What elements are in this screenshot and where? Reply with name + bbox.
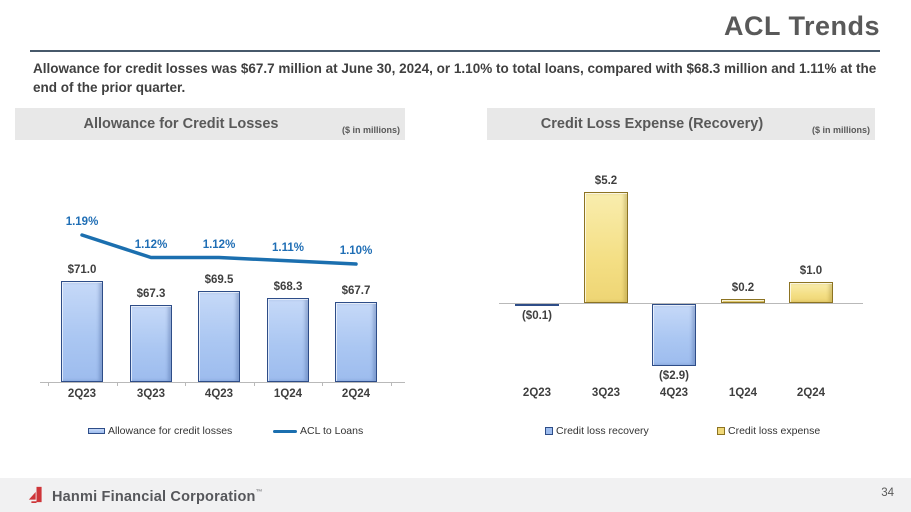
x-axis-label: 4Q23 xyxy=(204,388,234,400)
legend-item: Credit loss recovery xyxy=(545,424,649,438)
x-axis-label: 3Q23 xyxy=(136,388,166,400)
acl-to-loans-line xyxy=(80,233,358,266)
line-swatch-icon xyxy=(273,429,297,433)
legend-label: ACL to Loans xyxy=(300,425,364,437)
x-axis-tick xyxy=(254,382,255,386)
x-axis-tick xyxy=(391,382,392,386)
acl-ratio-label: 1.12% xyxy=(134,239,168,251)
expense-bar xyxy=(721,299,765,303)
x-axis-line xyxy=(40,382,405,383)
expense-swatch-icon xyxy=(717,427,725,435)
recovery-bar xyxy=(515,304,559,306)
credit-loss-bar-value: $5.2 xyxy=(594,175,618,187)
page-number: 34 xyxy=(881,487,894,499)
recovery-swatch-icon xyxy=(545,427,553,435)
title-divider xyxy=(30,50,880,52)
footer-bar: Hanmi Financial Corporation™ 34 xyxy=(0,478,911,512)
allowance-bar-value: $68.3 xyxy=(273,281,303,293)
x-axis-tick xyxy=(322,382,323,386)
footer-brand: Hanmi Financial Corporation™ xyxy=(28,485,263,509)
acl-ratio-label: 1.19% xyxy=(65,216,99,228)
zero-axis-line xyxy=(499,303,863,304)
credit-loss-bar-value: $1.0 xyxy=(799,265,823,277)
allowance-bar xyxy=(198,291,240,382)
recovery-bar xyxy=(652,304,696,366)
credit-loss-units-note: ($ in millions) xyxy=(811,125,870,135)
allowance-bar-value: $67.7 xyxy=(341,285,371,297)
x-axis-label: 2Q24 xyxy=(341,388,371,400)
acl-ratio-label: 1.11% xyxy=(272,242,304,254)
allowance-bar xyxy=(335,302,377,382)
allowance-chart-title: Allowance for Credit Losses xyxy=(83,116,279,132)
legend-label: Credit loss recovery xyxy=(556,425,649,437)
allowance-bar-value: $67.3 xyxy=(136,288,166,300)
trademark-mark: ™ xyxy=(255,489,263,496)
bar-swatch-icon xyxy=(88,428,105,434)
x-axis-label: 1Q24 xyxy=(728,387,758,399)
credit-loss-chart-title: Credit Loss Expense (Recovery) xyxy=(540,116,764,132)
legend-item: Credit loss expense xyxy=(717,424,820,438)
allowance-bar xyxy=(267,298,309,382)
x-axis-label: 2Q23 xyxy=(522,387,552,399)
summary-text: Allowance for credit losses was $67.7 mi… xyxy=(33,61,877,96)
x-axis-label: 2Q23 xyxy=(67,388,97,400)
credit-loss-chart-plot: ($0.1) 2Q23 $5.2 3Q23 ($2.9) 4Q23 $0.2 1Q24 $1.0… xyxy=(487,108,875,453)
x-axis-label: 4Q23 xyxy=(659,387,689,399)
credit-loss-chart-panel: Credit Loss Expense (Recovery) ($ in mil… xyxy=(487,108,875,453)
expense-bar xyxy=(584,192,628,303)
x-axis-label: 2Q24 xyxy=(796,387,826,399)
credit-loss-chart-header: Credit Loss Expense (Recovery) ($ in mil… xyxy=(487,108,875,140)
x-axis-tick xyxy=(185,382,186,386)
x-axis-tick xyxy=(48,382,49,386)
expense-bar xyxy=(789,282,833,303)
legend-item: ACL to Loans xyxy=(273,424,363,438)
allowance-units-note: ($ in millions) xyxy=(341,125,400,135)
credit-loss-bar-value: $0.2 xyxy=(731,282,755,294)
x-axis-label: 1Q24 xyxy=(273,388,303,400)
credit-loss-bar-value: ($2.9) xyxy=(658,370,690,382)
allowance-bar xyxy=(130,305,172,382)
allowance-bar xyxy=(61,281,103,382)
legend-label: Credit loss expense xyxy=(728,425,821,437)
credit-loss-bar-value: ($0.1) xyxy=(521,310,553,322)
allowance-bar-value: $69.5 xyxy=(204,274,234,286)
allowance-chart-plot: $71.0 2Q23 $67.3 3Q23 $69.5 4Q23 $68.3 1Q24 $67.… xyxy=(15,108,405,453)
legend-item: Allowance for credit losses xyxy=(88,424,232,438)
acl-ratio-label: 1.10% xyxy=(339,245,373,257)
allowance-bar-value: $71.0 xyxy=(67,264,97,276)
x-axis-label: 3Q23 xyxy=(591,387,621,399)
allowance-chart-header: Allowance for Credit Losses ($ in millio… xyxy=(15,108,405,140)
legend-label: Allowance for credit losses xyxy=(108,425,233,437)
acl-ratio-label: 1.12% xyxy=(202,239,236,251)
hanmi-logo-icon xyxy=(28,485,45,509)
page-title: ACL Trends xyxy=(723,11,880,41)
footer-company-name: Hanmi Financial Corporation™ xyxy=(52,489,263,505)
x-axis-tick xyxy=(117,382,118,386)
allowance-chart-panel: Allowance for Credit Losses ($ in millio… xyxy=(15,108,405,453)
